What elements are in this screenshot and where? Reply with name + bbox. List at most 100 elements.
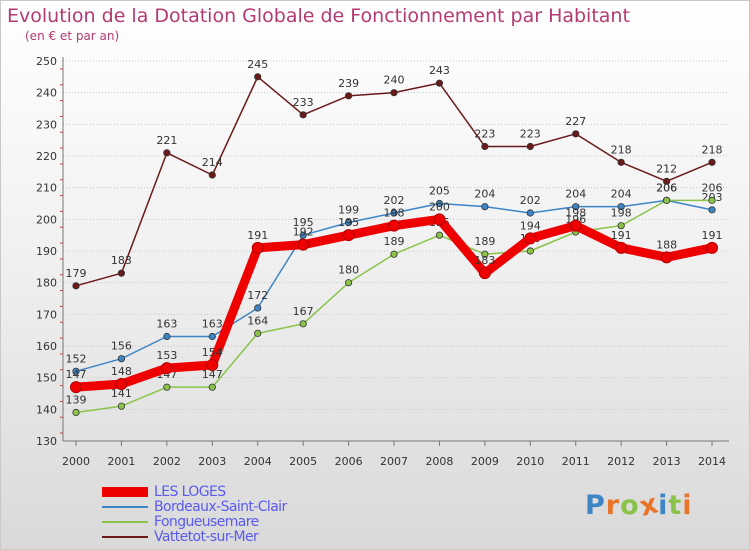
series-point-bordeaux-saint-clair [572, 203, 580, 211]
x-tick-label-2001: 2001 [107, 455, 135, 468]
data-label-les-loges: 147 [66, 368, 87, 381]
series-point-les-loges [388, 219, 401, 232]
logo-letter: r [605, 490, 621, 521]
series-point-fongueusemare [344, 279, 353, 287]
y-tick-label-210: 210 [36, 182, 57, 195]
data-label-les-loges: 188 [656, 238, 677, 251]
x-tick-label-2014: 2014 [698, 455, 726, 468]
x-tick-label-2004: 2004 [244, 455, 272, 468]
series-point-vattetot-sur-mer [662, 177, 671, 185]
data-label-les-loges: 198 [384, 207, 405, 220]
data-label-les-loges: 154 [202, 346, 223, 359]
data-label-les-loges: 148 [111, 365, 132, 378]
data-label-les-loges: 183 [474, 254, 495, 267]
series-point-vattetot-sur-mer [344, 92, 353, 100]
data-label-vattetot-sur-mer: 223 [520, 128, 541, 141]
series-point-les-loges [569, 219, 582, 232]
series-point-vattetot-sur-mer [481, 142, 489, 151]
series-point-bordeaux-saint-clair [117, 355, 126, 363]
series-point-fongueusemare [72, 408, 80, 417]
series-point-fongueusemare [390, 250, 398, 258]
series-point-bordeaux-saint-clair [481, 203, 489, 211]
data-label-fongueusemare: 139 [66, 394, 87, 407]
series-point-bordeaux-saint-clair [344, 218, 353, 227]
series-point-les-loges [433, 213, 446, 226]
data-label-vattetot-sur-mer: 221 [156, 134, 177, 147]
series-point-fongueusemare [481, 250, 489, 258]
data-label-les-loges: 198 [565, 207, 586, 220]
data-label-vattetot-sur-mer: 218 [611, 143, 632, 156]
chart-subtitle: (en € et par an) [25, 29, 120, 43]
data-label-fongueusemare: 164 [247, 314, 268, 327]
data-label-vattetot-sur-mer: 243 [429, 64, 450, 77]
x-tick-label-2007: 2007 [380, 455, 408, 468]
series-point-fongueusemare [526, 247, 534, 255]
series-point-vattetot-sur-mer [526, 142, 534, 151]
data-label-vattetot-sur-mer: 245 [247, 58, 268, 71]
y-tick-label-150: 150 [36, 372, 57, 385]
x-tick-label-2006: 2006 [335, 455, 363, 468]
legend-swatch-les-loges [102, 487, 148, 497]
legend-swatch-bordeaux-saint-clair [102, 506, 148, 508]
series-point-vattetot-sur-mer [572, 130, 580, 138]
y-tick-label-130: 130 [36, 435, 57, 448]
series-point-fongueusemare [254, 329, 262, 337]
series-point-vattetot-sur-mer [72, 282, 80, 290]
y-tick-label-230: 230 [36, 118, 57, 131]
y-tick-label-200: 200 [36, 213, 57, 226]
data-label-les-loges: 153 [156, 349, 177, 362]
x-tick-label-2003: 2003 [198, 455, 226, 468]
legend-label-bordeaux-saint-clair: Bordeaux-Saint-Clair [154, 499, 287, 515]
series-point-les-loges [160, 362, 173, 375]
x-tick-label-2012: 2012 [607, 455, 635, 468]
series-point-fongueusemare [299, 320, 307, 328]
series-point-vattetot-sur-mer [390, 89, 398, 97]
series-point-bordeaux-saint-clair [254, 304, 262, 312]
series-point-bordeaux-saint-clair [299, 231, 307, 239]
series-point-bordeaux-saint-clair [435, 199, 444, 208]
series-point-les-loges [660, 251, 673, 264]
series-point-vattetot-sur-mer [617, 158, 625, 166]
data-label-les-loges: 194 [520, 219, 541, 232]
series-point-vattetot-sur-mer [299, 111, 307, 119]
y-tick-label-240: 240 [36, 87, 57, 100]
data-label-bordeaux-saint-clair: 156 [111, 340, 132, 353]
series-point-les-loges [706, 241, 719, 254]
series-point-fongueusemare [163, 383, 171, 391]
series-point-les-loges [206, 359, 219, 371]
y-tick-label-180: 180 [36, 277, 57, 290]
series-point-vattetot-sur-mer [254, 73, 262, 81]
series-point-les-loges [297, 238, 310, 251]
data-label-bordeaux-saint-clair: 199 [338, 204, 359, 217]
data-label-les-loges: 191 [247, 229, 268, 242]
data-label-bordeaux-saint-clair: 202 [384, 194, 405, 207]
series-point-bordeaux-saint-clair [526, 209, 534, 217]
data-label-fongueusemare: 189 [384, 235, 405, 248]
logo-letter: i [682, 490, 693, 521]
data-label-vattetot-sur-mer: 183 [111, 254, 132, 267]
series-point-les-loges [524, 232, 537, 245]
data-label-bordeaux-saint-clair: 163 [202, 318, 223, 331]
data-label-fongueusemare: 167 [293, 305, 314, 318]
y-tick-label-220: 220 [36, 150, 57, 163]
logo-letter: i [658, 490, 669, 521]
data-label-bordeaux-saint-clair: 163 [156, 318, 177, 331]
x-tick-label-2000: 2000 [62, 455, 90, 468]
data-label-bordeaux-saint-clair: 205 [429, 185, 450, 198]
data-label-les-loges: 191 [702, 229, 723, 242]
series-point-les-loges [478, 267, 491, 280]
legend-swatch-fongueusemare [102, 521, 148, 523]
series-point-vattetot-sur-mer [708, 158, 716, 166]
data-label-bordeaux-saint-clair: 204 [474, 188, 495, 201]
data-label-bordeaux-saint-clair: 152 [66, 352, 87, 365]
data-label-vattetot-sur-mer: 223 [474, 128, 495, 141]
data-label-bordeaux-saint-clair: 204 [611, 188, 632, 201]
data-label-vattetot-sur-mer: 240 [384, 74, 405, 87]
data-label-les-loges: 192 [293, 226, 314, 239]
y-tick-label-170: 170 [36, 308, 57, 321]
data-label-bordeaux-saint-clair: 202 [520, 194, 541, 207]
logo-letter: o [620, 490, 640, 521]
x-tick-label-2011: 2011 [562, 455, 590, 468]
series-point-fongueusemare [208, 383, 216, 391]
